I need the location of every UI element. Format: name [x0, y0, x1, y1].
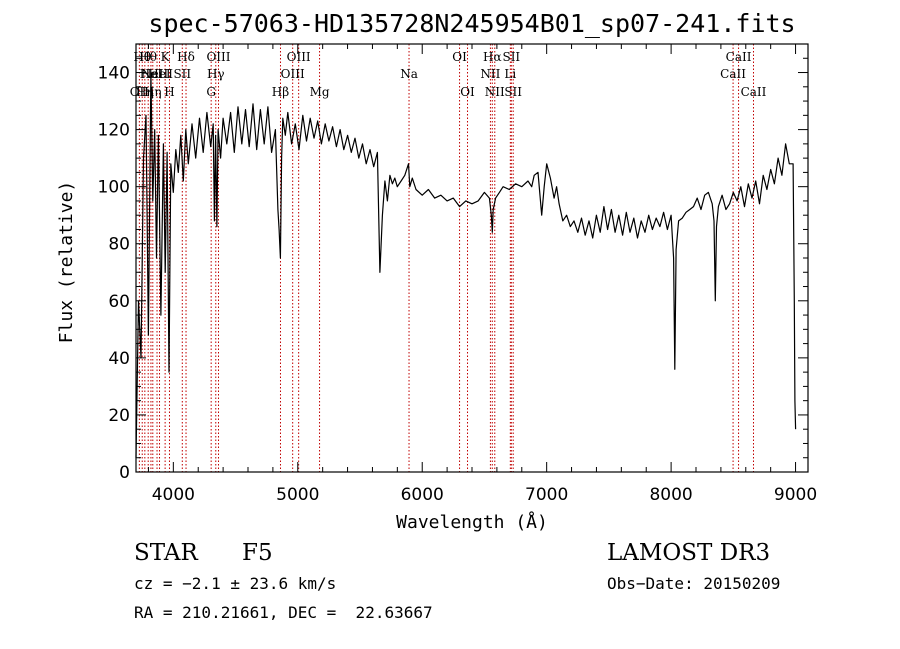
redshift-cz: cz = −2.1 ± 23.6 km/s — [134, 574, 337, 593]
line-label: Hβ — [272, 85, 289, 99]
x-axis-ticks: 4000 5000 6000 7000 8000 9000 — [147, 44, 817, 505]
line-label: OI — [460, 85, 475, 99]
plot-frame — [135, 43, 809, 473]
line-label: Hα — [483, 50, 502, 64]
line-label: Hθ — [139, 50, 157, 64]
line-label: Hδ — [177, 50, 195, 64]
coordinates: RA = 210.21661, DEC = 22.63667 — [134, 603, 433, 622]
line-label: CaII — [720, 67, 746, 81]
line-label: SII — [502, 50, 520, 64]
object-subclass: F5 — [242, 540, 273, 566]
flux-series-line — [135, 71, 797, 458]
spectral-line-markers — [138, 44, 754, 472]
y-tick-label: 20 — [108, 406, 130, 426]
x-tick-label: 8000 — [649, 485, 692, 505]
line-label: NII — [485, 85, 505, 99]
y-axis-ticks: 0 20 40 60 80 100 120 140 — [98, 43, 808, 483]
line-label: K — [161, 50, 171, 64]
x-tick-label: 6000 — [401, 485, 444, 505]
line-label: OIII — [287, 50, 311, 64]
x-axis-label: Wavelength (Å) — [396, 511, 548, 533]
line-label: Hη — [144, 85, 162, 99]
y-tick-label: 40 — [108, 349, 130, 369]
line-label: CaII — [741, 85, 767, 99]
line-label: OIII — [281, 67, 305, 81]
line-label: Mg — [310, 85, 330, 99]
line-label: Hγ — [207, 67, 225, 81]
x-tick-label: 5000 — [276, 485, 319, 505]
spectral-line-labels: OIIHθHηHθHeIHηNeIIIHeIKHSIIHδGHγOIIIHβOI… — [130, 50, 767, 99]
x-tick-label: 9000 — [774, 485, 817, 505]
y-tick-label: 0 — [119, 463, 130, 483]
line-label: H — [164, 85, 174, 99]
line-label: OI — [452, 50, 467, 64]
x-tick-label: 4000 — [152, 485, 195, 505]
line-label: SII — [504, 85, 522, 99]
line-label: G — [206, 85, 216, 99]
line-label: SII — [173, 67, 191, 81]
line-label: NII — [480, 67, 500, 81]
y-axis-label: Flux (relative) — [56, 181, 77, 344]
line-label: Hη — [136, 85, 154, 99]
line-label: Na — [400, 67, 418, 81]
survey-name: LAMOST DR3 — [607, 540, 771, 566]
observation-date: Obs−Date: 20150209 — [607, 574, 781, 593]
y-tick-label: 100 — [98, 178, 130, 198]
line-label: NeIII — [141, 67, 173, 81]
line-label: CaII — [726, 50, 752, 64]
y-tick-label: 140 — [98, 64, 130, 84]
line-label: Li — [504, 67, 516, 81]
spectrum-chart: spec-57063-HD135728N245954B01_sp07-241.f… — [56, 9, 817, 533]
chart-title: spec-57063-HD135728N245954B01_sp07-241.f… — [148, 9, 795, 38]
line-label: HeI — [148, 67, 171, 81]
line-label: OIII — [206, 50, 230, 64]
x-tick-label: 7000 — [525, 485, 568, 505]
y-tick-label: 120 — [98, 121, 130, 141]
line-label: OII — [130, 85, 150, 99]
y-tick-label: 60 — [108, 292, 130, 312]
y-tick-label: 80 — [108, 235, 130, 255]
line-label: Hθ — [133, 50, 151, 64]
object-class: STAR — [134, 540, 198, 566]
